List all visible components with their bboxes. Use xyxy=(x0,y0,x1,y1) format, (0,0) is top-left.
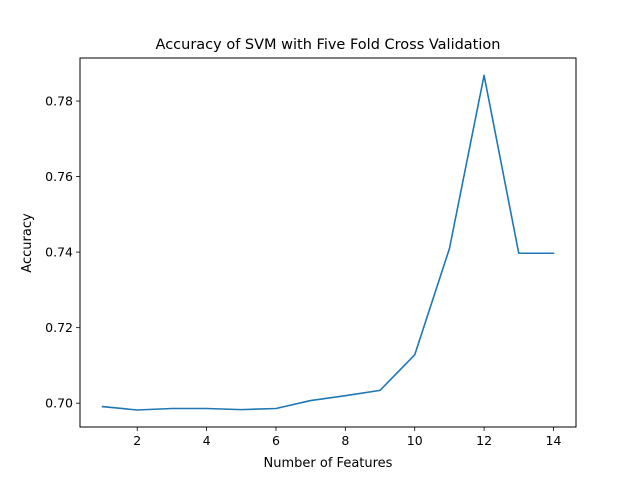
y-tick-label: 0.74 xyxy=(45,245,73,260)
series-layer xyxy=(101,74,555,411)
plot-area: 2 4 6 8 10 12 14 0.70 0.72 0.74 0.76 0.78 xyxy=(45,57,577,448)
x-tick-label: 14 xyxy=(546,433,562,448)
axes-frame xyxy=(79,57,577,428)
y-axis-label: Accuracy xyxy=(20,213,35,273)
x-tick-label: 8 xyxy=(341,433,349,448)
y-axis-ticks: 0.70 0.72 0.74 0.76 0.78 xyxy=(45,94,80,411)
x-tick-label: 6 xyxy=(272,433,280,448)
x-tick-label: 10 xyxy=(407,433,423,448)
x-tick-label: 4 xyxy=(203,433,211,448)
x-tick-label: 2 xyxy=(133,433,141,448)
y-tick-label: 0.70 xyxy=(45,396,73,411)
chart-title: Accuracy of SVM with Five Fold Cross Val… xyxy=(156,37,501,53)
y-tick-label: 0.78 xyxy=(45,94,73,109)
x-axis-label: Number of Features xyxy=(264,456,393,471)
y-tick-label: 0.76 xyxy=(45,169,73,184)
y-tick-label: 0.72 xyxy=(45,320,73,335)
x-axis-ticks: 2 4 6 8 10 12 14 xyxy=(133,427,561,448)
x-tick-label: 12 xyxy=(476,433,492,448)
series-line xyxy=(101,74,555,411)
